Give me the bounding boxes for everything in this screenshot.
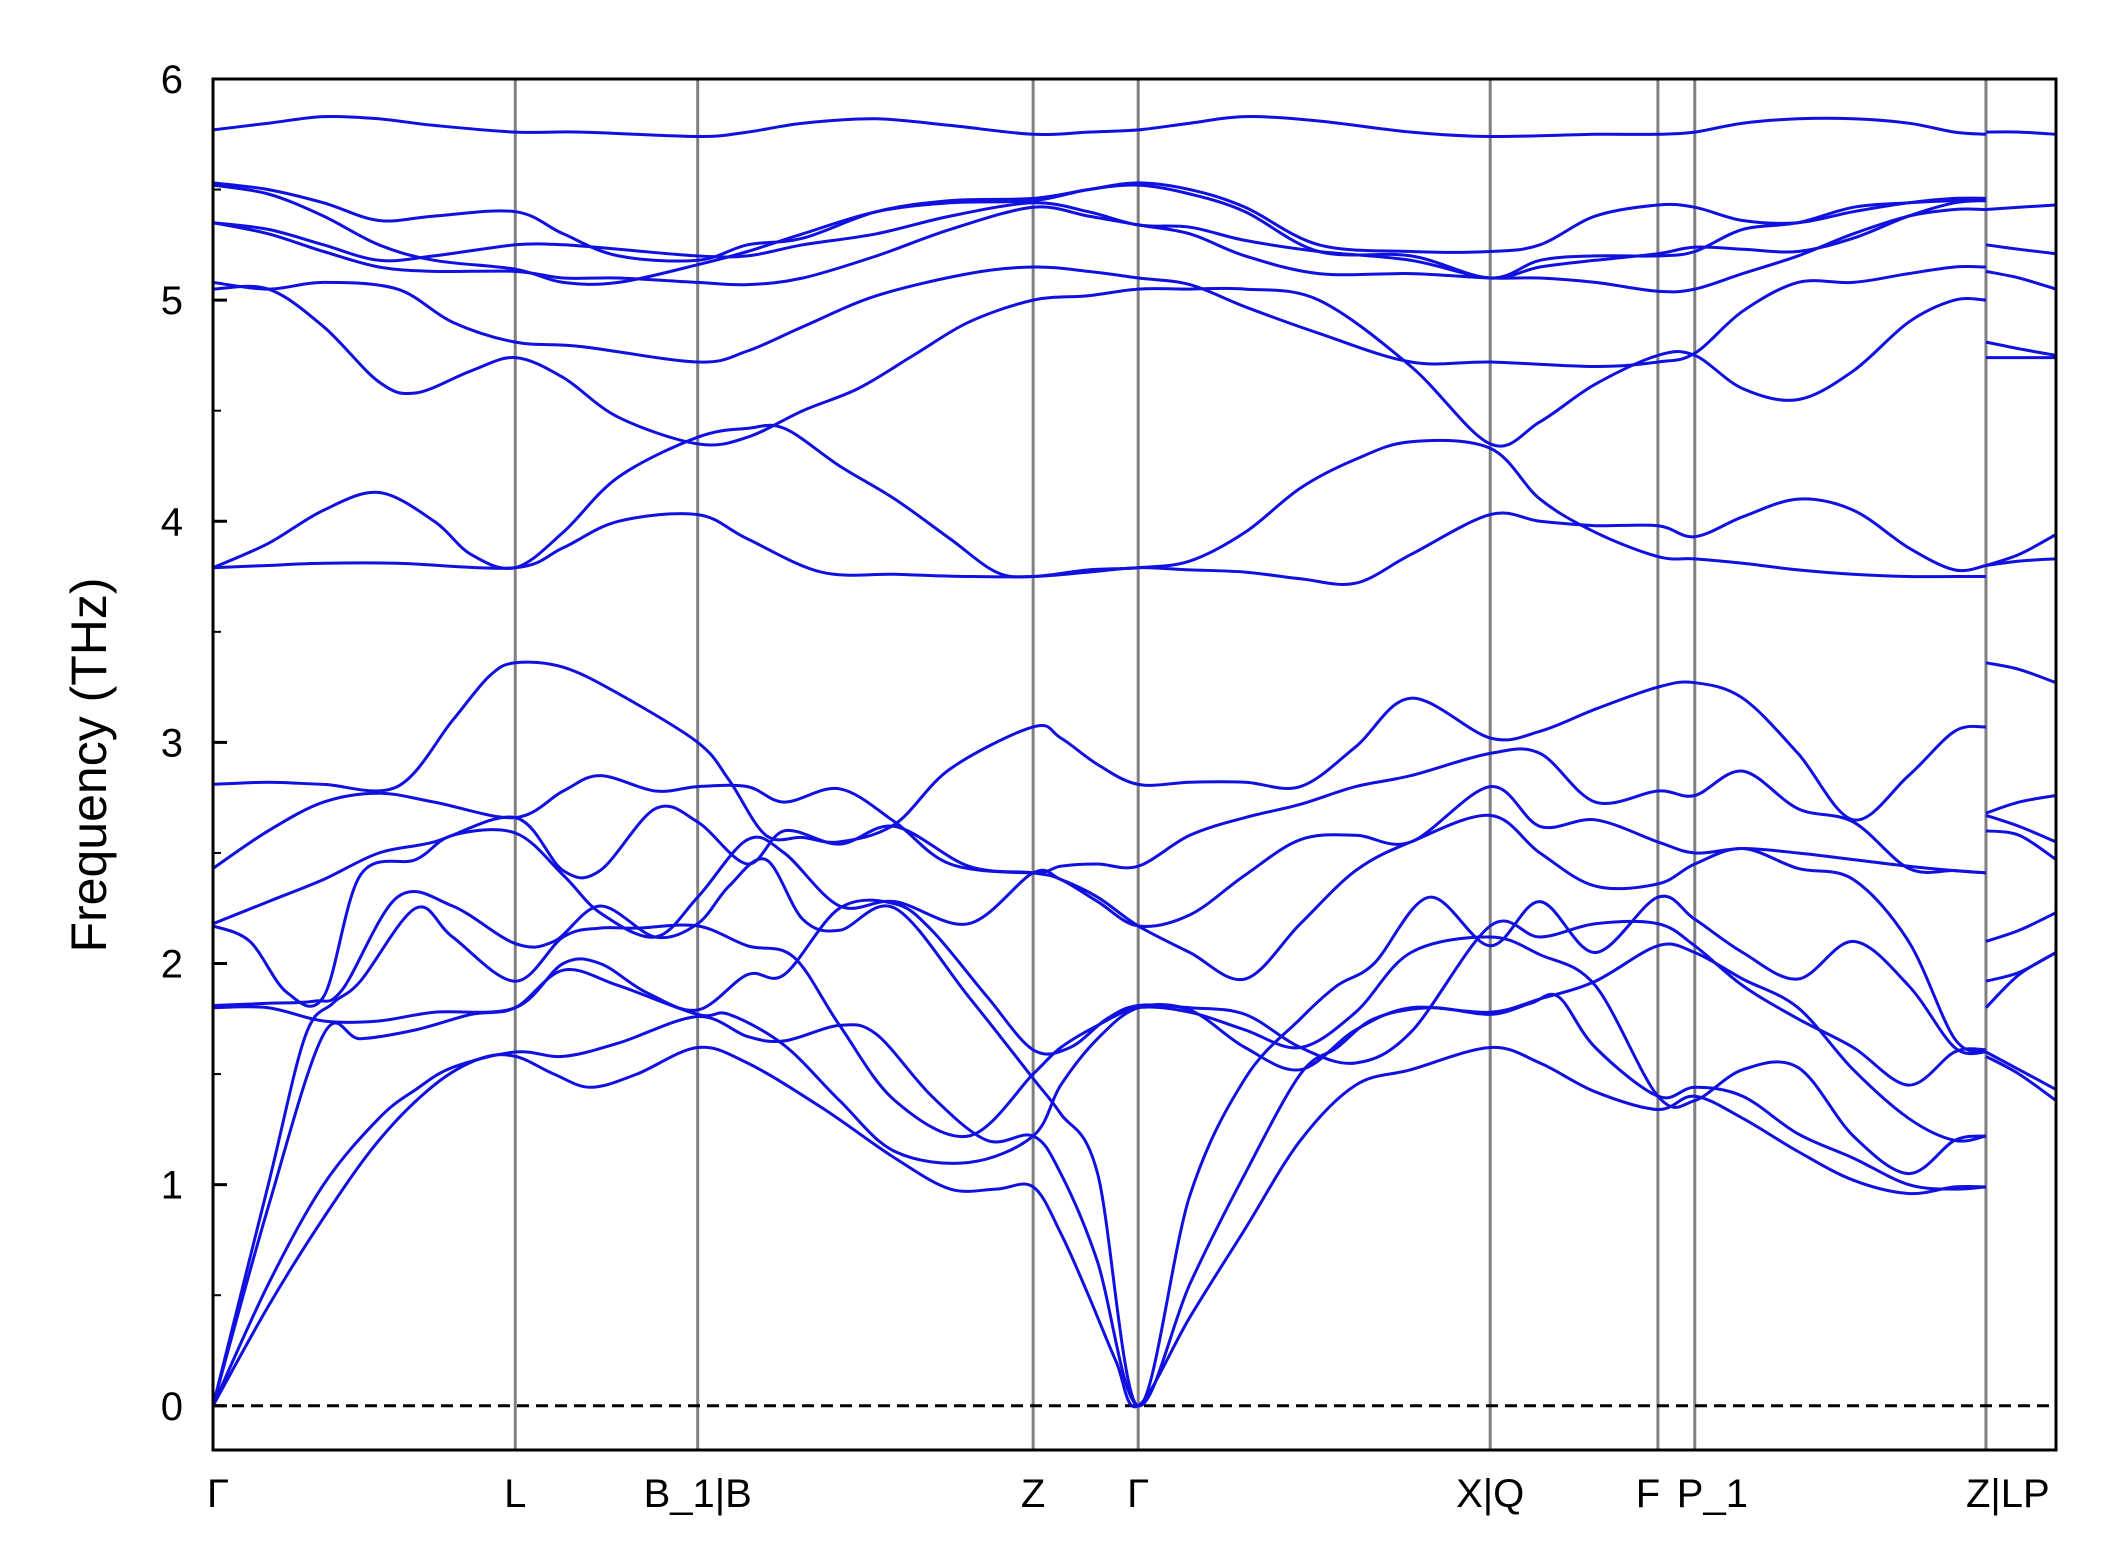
phonon-band-line [213,114,1987,139]
phonon-band-line [1985,1050,2056,1091]
x-tick-label: P_1 [1677,1472,1748,1516]
phonon-band-line [213,785,1987,928]
y-tick-label: 0 [161,1385,183,1429]
x-tick-label: L [504,1472,526,1516]
y-tick-label: 1 [161,1164,183,1208]
phonon-band-line [213,857,1987,1408]
phonon-band-line [1985,130,2056,136]
x-tick-label: B_1|B [644,1472,752,1516]
plot-frame [211,77,2058,1452]
x-tick-label: Z [1021,1472,1045,1516]
phonon-band-line [213,183,1987,286]
phonon-band-line [213,497,1987,586]
x-tick-label: X|Q [1456,1472,1524,1516]
bands-layer [213,114,2056,1409]
x-axis-ticks: Γ L B_1|B Z Γ X|Q F P_1 Z|LP [207,1472,2050,1516]
y-tick-label: 6 [161,58,183,102]
phonon-band-line [1985,243,2056,256]
phonon-band-line [213,199,1987,280]
phonon-band-line [1985,951,2056,983]
phonon-band-line [1985,813,2056,844]
x-tick-label: F [1636,1472,1660,1516]
phonon-band-line [213,992,1987,1408]
phonon-band-line [213,660,1987,844]
phonon-band-line [213,747,1987,875]
y-tick-label: 2 [161,943,183,987]
phonon-band-line [213,905,1987,1407]
phonon-band-line [213,898,1987,1087]
phonon-band-line [1985,1055,2056,1102]
phonon-band-line [1985,340,2056,357]
phonon-band-line [213,181,1987,263]
y-tick-label: 5 [161,279,183,323]
y-tick-label: 3 [161,721,183,765]
phonon-band-line [1985,911,2056,943]
phonon-band-line [1985,794,2056,815]
y-axis-title: Frequency (THz) [61,577,117,952]
phonon-band-line [213,284,1987,448]
phonon-band-line [213,265,1987,368]
y-axis-ticks: 0 1 2 3 4 5 6 [161,58,227,1429]
phonon-band-line [213,942,1987,1407]
phonon-band-line [1985,661,2056,685]
x-tick-label: Z|LP [1966,1472,2050,1516]
phonon-band-line [1985,533,2056,567]
phonon-band-line [213,423,1986,579]
y-tick-label: 4 [161,500,183,544]
phonon-band-line [1985,829,2056,861]
x-tick-label: Γ [1127,1472,1149,1516]
phonon-band-line [1985,269,2056,291]
high-symmetry-lines [513,79,1988,1450]
x-tick-label: Γ [207,1472,229,1516]
phonon-band-line [1985,203,2056,211]
